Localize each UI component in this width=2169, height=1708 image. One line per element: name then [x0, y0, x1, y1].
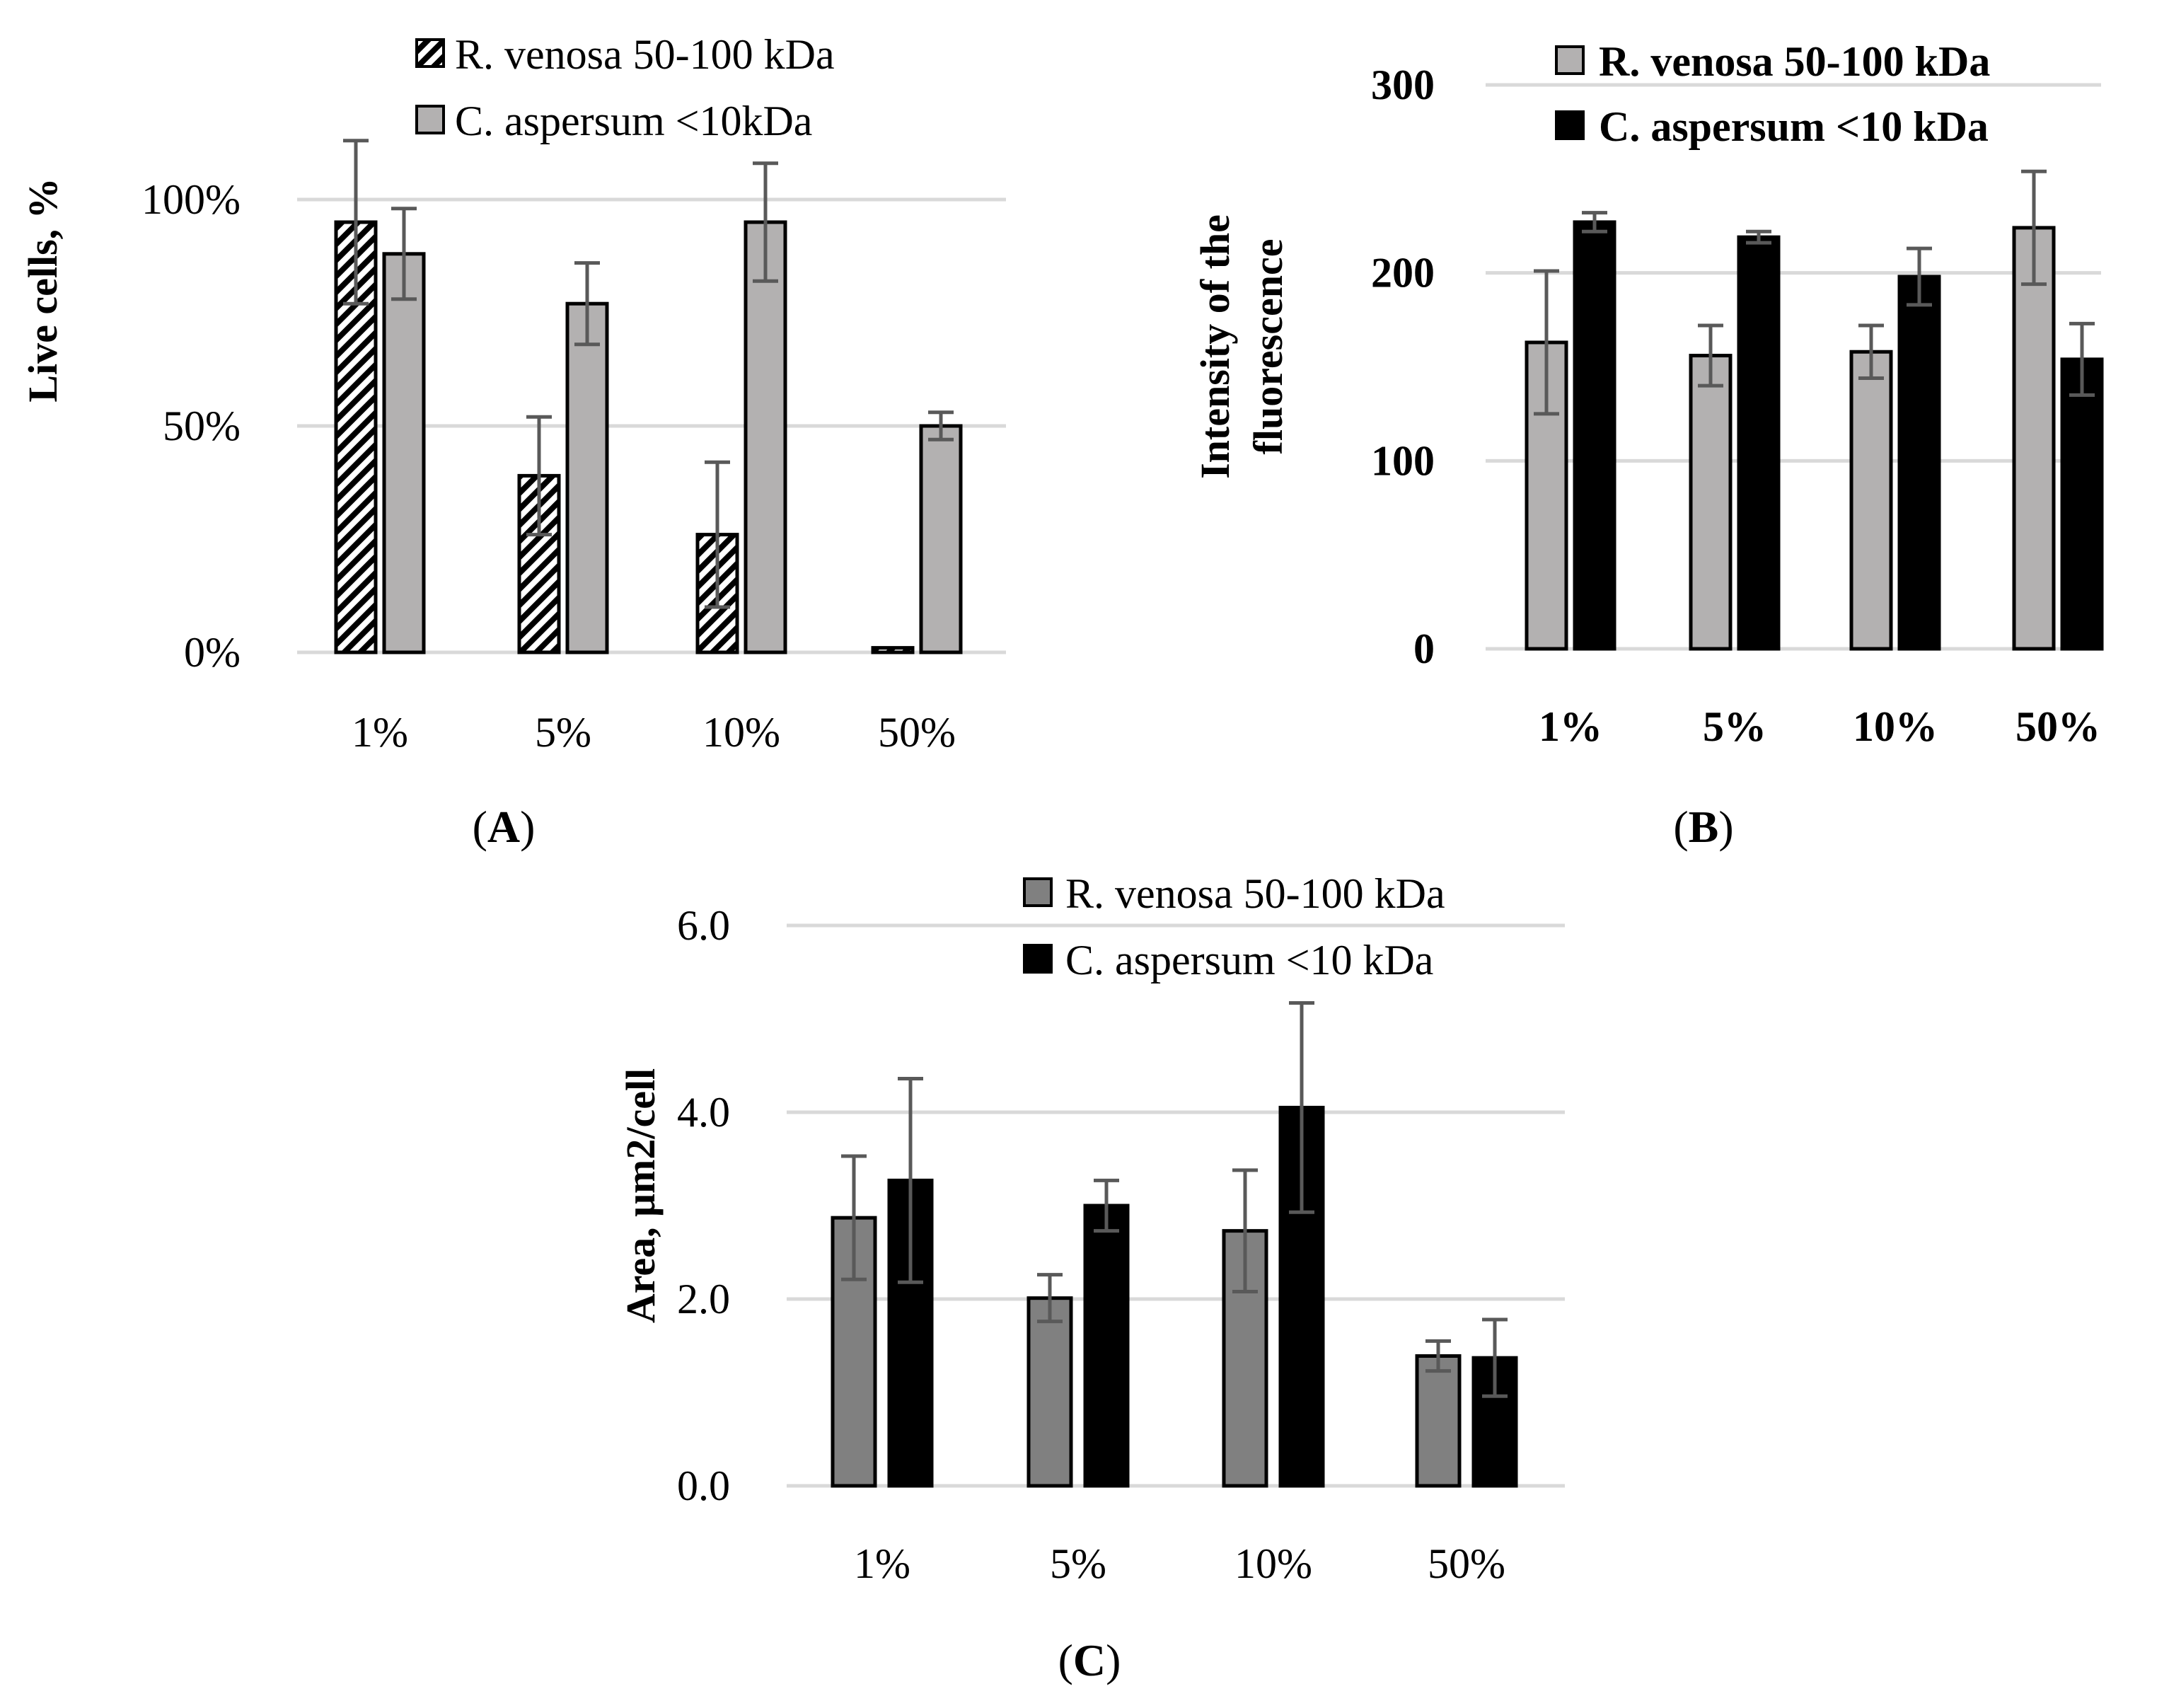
legend-b: R. venosa 50-100 kDa C. aspersum <10 kDa	[1555, 38, 1990, 150]
legend-label-b-1: C. aspersum <10 kDa	[1599, 103, 1989, 150]
y-axis-title-b-line1: Intensity of the	[1192, 214, 1238, 479]
y-tick-label-a-0: 0%	[184, 629, 241, 676]
x-tick-label-b-3: 50%	[2015, 703, 2100, 750]
legend-c: R. venosa 50-100 kDa C. aspersum <10 kDa	[1023, 870, 1445, 983]
panel-label-a: (A)	[473, 802, 536, 852]
bar-b-s1-2	[1897, 275, 1941, 651]
chart-panel-a: 0% 50% 100% 1% 5% 10% 50% Live cells, % R. ven…	[20, 31, 1006, 852]
y-tick-label-b-0: 0	[1413, 625, 1435, 672]
legend-label-a-1: C. aspersum <10kDa	[455, 98, 812, 144]
bar-b-s0-2	[1849, 350, 1893, 651]
legend-swatch-a-0	[415, 38, 445, 68]
bar-b-s1-3	[2060, 357, 2104, 651]
bar-b-s0-3	[2012, 226, 2056, 651]
y-tick-label-c-1: 2.0	[677, 1276, 730, 1322]
x-tick-label-a-2: 10%	[702, 709, 780, 756]
legend-a: R. venosa 50-100 kDa C. aspersum <10kDa	[415, 31, 835, 144]
bar-b-s1-1	[1737, 235, 1781, 651]
x-tick-label-c-1: 5%	[1050, 1540, 1106, 1587]
x-tick-label-c-0: 1%	[854, 1540, 910, 1587]
chart-panel-b: 0 100 200 300 1% 5% 10% 50% Intensity of the fl…	[1192, 38, 2104, 852]
y-axis-title-b-line2: fluorescence	[1245, 239, 1291, 455]
x-tick-label-a-0: 1%	[352, 709, 408, 756]
legend-swatch-b-0	[1555, 45, 1585, 75]
x-tick-label-c-3: 50%	[1428, 1540, 1505, 1587]
bar-c-s0-3	[1415, 1354, 1462, 1488]
y-axis-title-a: Live cells, %	[20, 178, 66, 402]
x-tick-label-a-3: 50%	[878, 709, 956, 756]
legend-swatch-a-1	[415, 105, 445, 134]
legend-label-b-0: R. venosa 50-100 kDa	[1599, 38, 1990, 85]
bar-a-s1-1	[565, 301, 609, 654]
panel-label-c: (C)	[1058, 1635, 1121, 1685]
bar-a-s1-2	[744, 220, 787, 654]
bar-b-s1-0	[1573, 220, 1616, 651]
y-tick-label-c-0: 0.0	[677, 1462, 730, 1509]
legend-swatch-c-1	[1023, 944, 1053, 974]
x-tick-label-b-2: 10%	[1853, 703, 1938, 750]
y-tick-label-c-3: 6.0	[677, 902, 730, 949]
x-tick-label-b-0: 1%	[1539, 703, 1602, 750]
bar-a-s0-3	[871, 646, 915, 654]
legend-label-c-0: R. venosa 50-100 kDa	[1065, 870, 1445, 917]
x-tick-label-b-1: 5%	[1703, 703, 1766, 750]
legend-swatch-c-0	[1023, 877, 1053, 907]
panel-label-b: (B)	[1673, 802, 1733, 852]
x-tick-label-c-2: 10%	[1234, 1540, 1312, 1587]
y-axis-title-c: Area, μm2/cell	[618, 1068, 664, 1323]
y-tick-label-b-1: 100	[1371, 437, 1435, 484]
chart-panel-c: 0.0 2.0 4.0 6.0 1% 5% 10% 50% Area, μm2/cell R.…	[618, 870, 1565, 1685]
bar-c-s1-1	[1083, 1204, 1130, 1488]
bar-b-s0-1	[1689, 354, 1733, 651]
bar-a-s1-0	[382, 252, 426, 654]
y-tick-label-b-2: 200	[1371, 250, 1435, 296]
y-tick-label-a-2: 100%	[141, 176, 241, 223]
legend-label-c-1: C. aspersum <10 kDa	[1065, 937, 1433, 983]
bar-c-s0-1	[1026, 1296, 1073, 1488]
bar-a-s1-3	[919, 424, 963, 654]
y-tick-label-c-2: 4.0	[677, 1089, 730, 1136]
x-tick-label-a-1: 5%	[535, 709, 591, 756]
y-tick-label-b-3: 300	[1371, 62, 1435, 108]
y-tick-label-a-1: 50%	[163, 403, 241, 449]
legend-label-a-0: R. venosa 50-100 kDa	[455, 31, 835, 78]
legend-swatch-b-1	[1555, 110, 1585, 140]
